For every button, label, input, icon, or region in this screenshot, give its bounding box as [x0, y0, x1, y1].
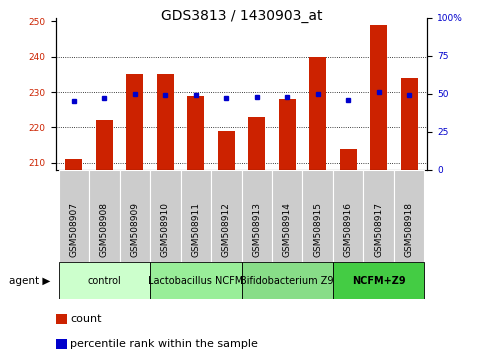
- Bar: [120, 170, 150, 262]
- Bar: [302, 170, 333, 262]
- Bar: [157, 74, 174, 170]
- Text: GSM508911: GSM508911: [191, 202, 200, 257]
- Bar: [242, 170, 272, 262]
- Bar: [340, 149, 356, 170]
- Bar: [242, 262, 333, 299]
- Text: GDS3813 / 1430903_at: GDS3813 / 1430903_at: [161, 9, 322, 23]
- Bar: [56, 339, 67, 348]
- Text: count: count: [71, 314, 102, 324]
- Text: GSM508918: GSM508918: [405, 202, 413, 257]
- Bar: [248, 117, 265, 170]
- Text: GSM508917: GSM508917: [374, 202, 383, 257]
- Bar: [279, 99, 296, 170]
- Text: GSM508909: GSM508909: [130, 202, 139, 257]
- Text: GSM508914: GSM508914: [283, 202, 292, 257]
- Bar: [333, 170, 363, 262]
- Text: GSM508916: GSM508916: [344, 202, 353, 257]
- Bar: [58, 170, 89, 262]
- Bar: [370, 25, 387, 170]
- Bar: [187, 96, 204, 170]
- Text: GSM508915: GSM508915: [313, 202, 322, 257]
- Text: agent ▶: agent ▶: [9, 275, 51, 286]
- Bar: [211, 170, 242, 262]
- Bar: [272, 170, 302, 262]
- Text: Bifidobacterium Z9: Bifidobacterium Z9: [241, 275, 334, 286]
- Text: GSM508910: GSM508910: [161, 202, 170, 257]
- Bar: [89, 170, 120, 262]
- Text: control: control: [87, 275, 121, 286]
- Bar: [66, 159, 82, 170]
- Text: Lactobacillus NCFM: Lactobacillus NCFM: [148, 275, 243, 286]
- Text: NCFM+Z9: NCFM+Z9: [352, 275, 406, 286]
- Bar: [218, 131, 235, 170]
- Bar: [127, 74, 143, 170]
- Bar: [363, 170, 394, 262]
- Bar: [150, 170, 181, 262]
- Text: GSM508912: GSM508912: [222, 202, 231, 257]
- Bar: [58, 262, 150, 299]
- Bar: [401, 78, 417, 170]
- Bar: [150, 262, 242, 299]
- Bar: [56, 314, 67, 324]
- Bar: [181, 170, 211, 262]
- Text: GSM508908: GSM508908: [100, 202, 109, 257]
- Text: GSM508907: GSM508907: [70, 202, 78, 257]
- Bar: [96, 120, 113, 170]
- Bar: [394, 170, 425, 262]
- Bar: [309, 57, 326, 170]
- Text: GSM508913: GSM508913: [252, 202, 261, 257]
- Text: percentile rank within the sample: percentile rank within the sample: [71, 338, 258, 349]
- Bar: [333, 262, 425, 299]
